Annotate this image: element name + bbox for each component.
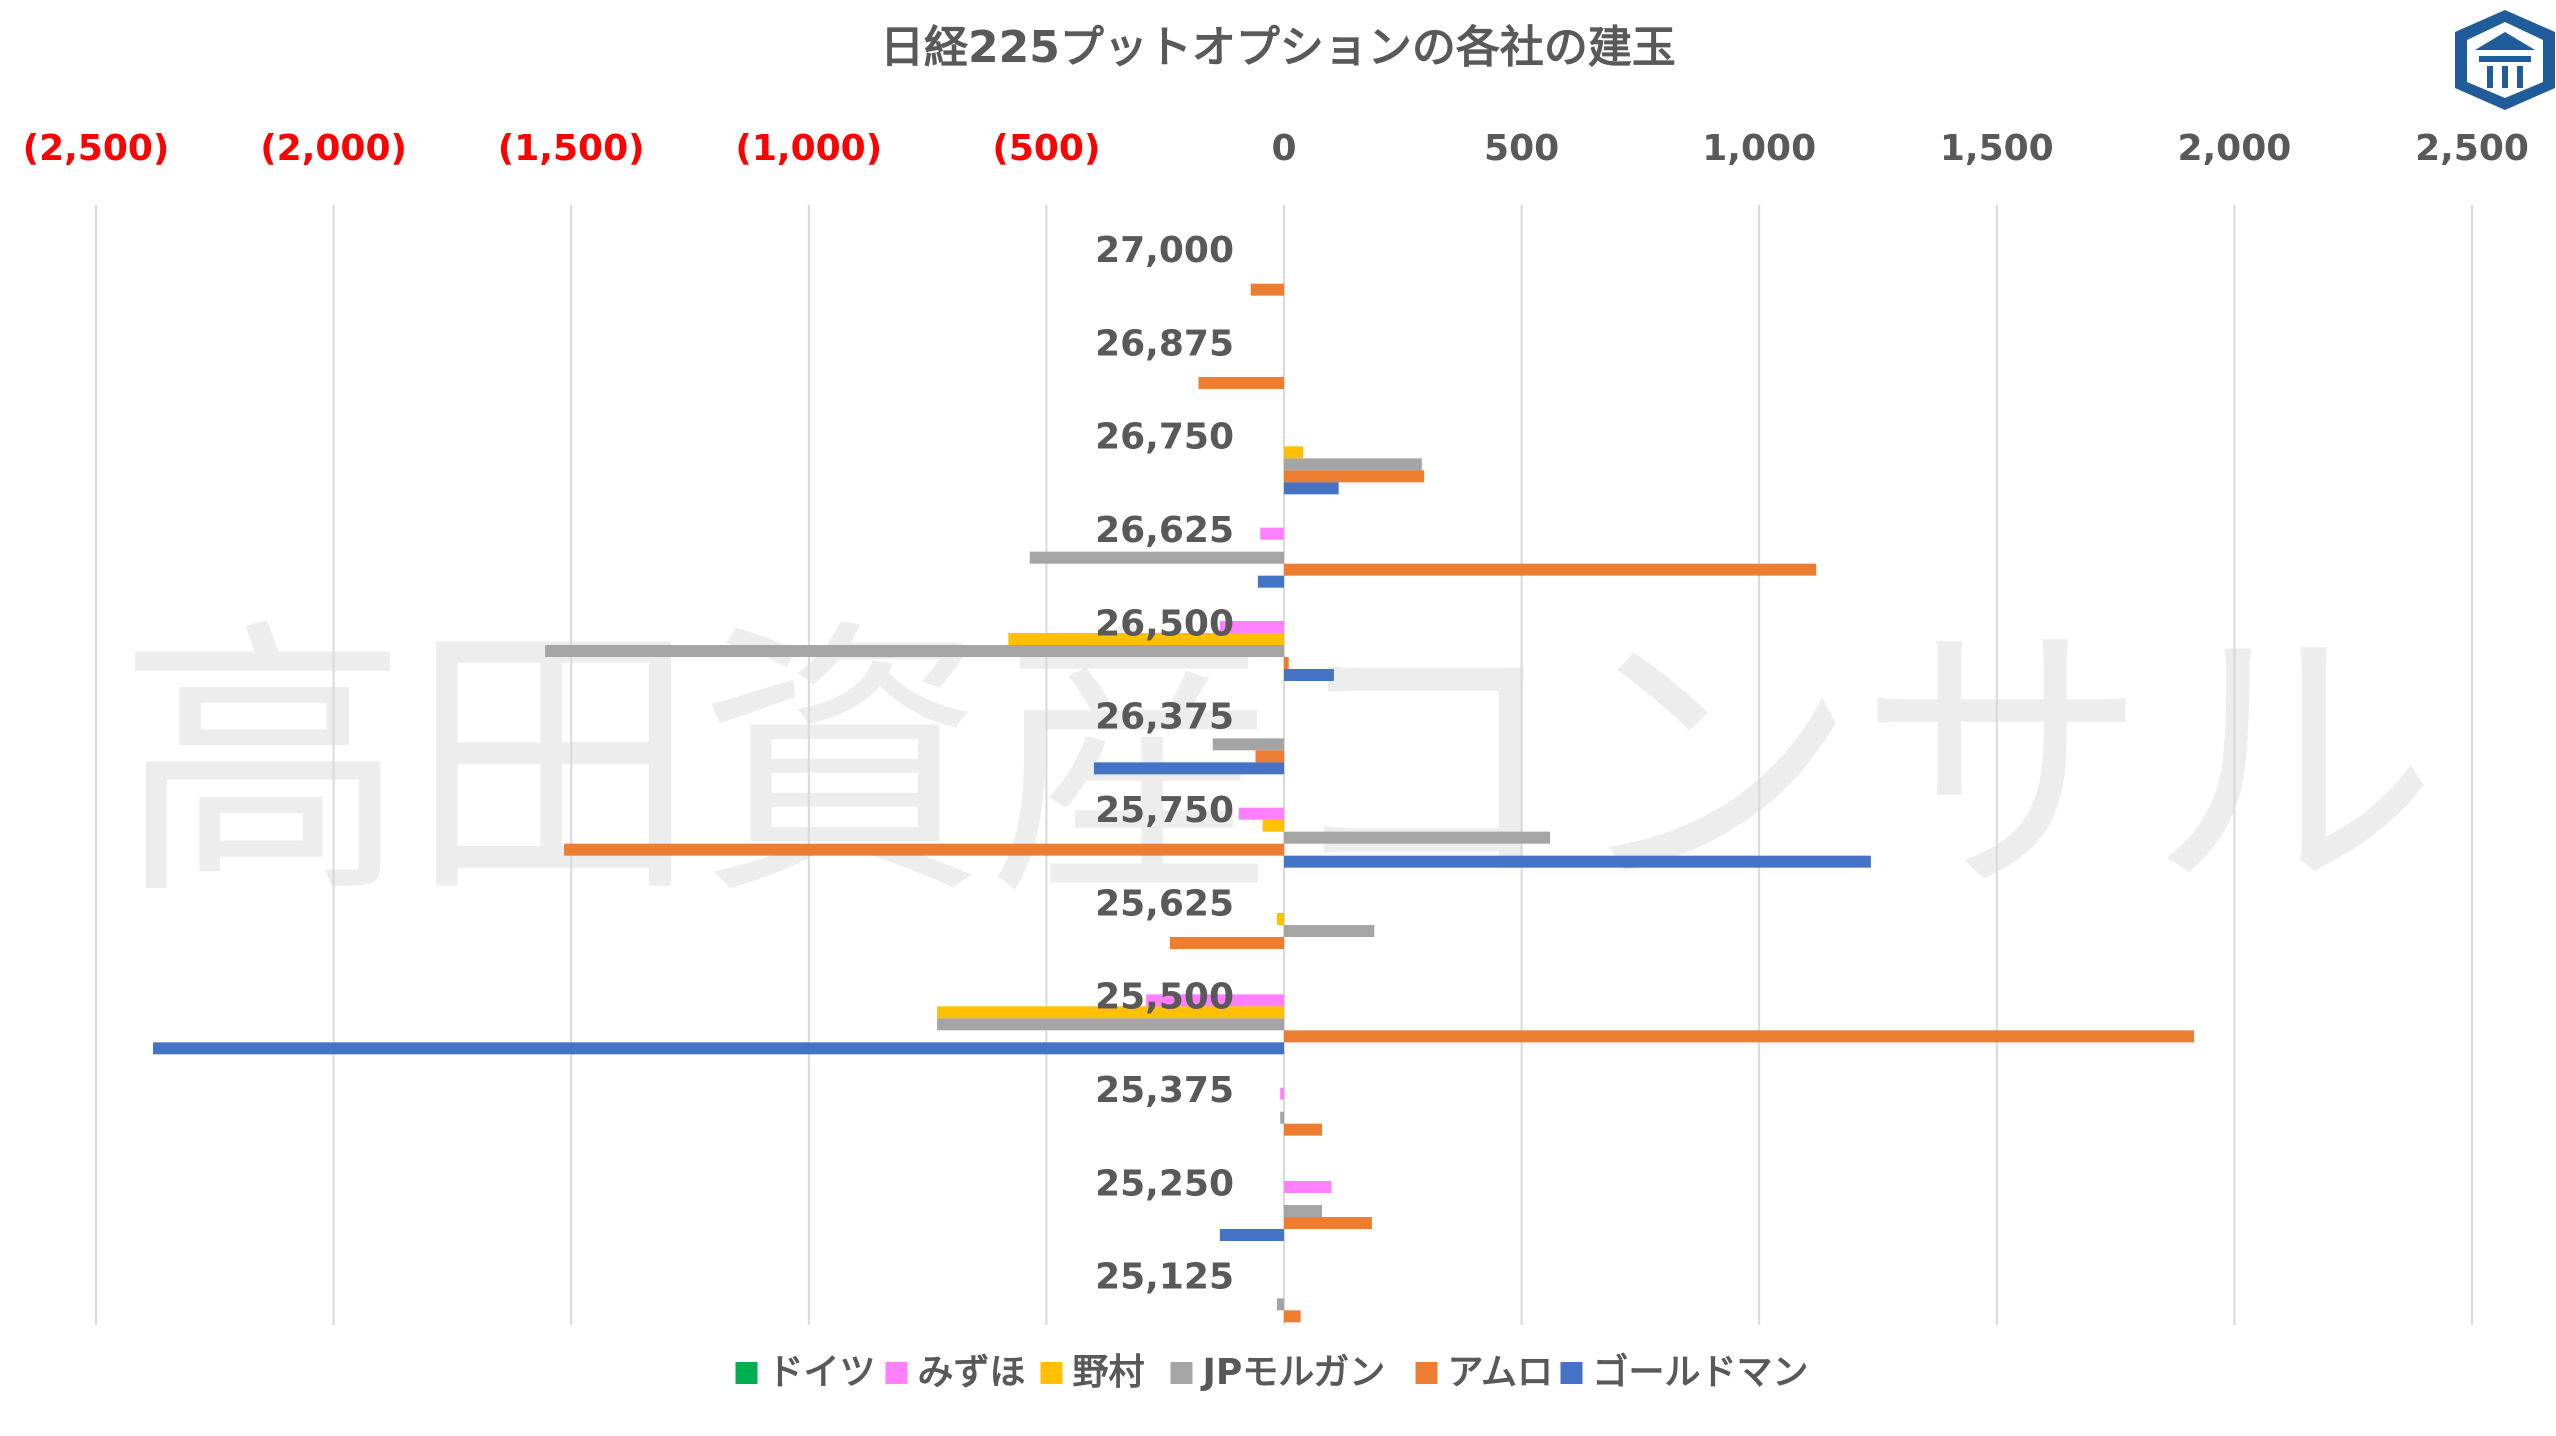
category-label: 25,125 <box>1095 1257 1234 1298</box>
legend-swatch <box>885 1362 908 1384</box>
legend-label: JPモルガン <box>1200 1352 1386 1393</box>
bar-JPモルガン-26,625 <box>1029 551 1284 564</box>
category-label: 25,625 <box>1095 883 1234 924</box>
x-tick-label: 500 <box>1484 128 1559 169</box>
x-tick-label: 1,000 <box>1702 128 1816 169</box>
category-label: 26,875 <box>1095 323 1234 364</box>
bar-野村-25,625 <box>1276 913 1284 925</box>
category-label: 25,375 <box>1095 1070 1234 1111</box>
bar-ゴールドマン-25,250 <box>1219 1229 1284 1241</box>
bar-アムロ-25,625 <box>1169 937 1284 949</box>
x-tick-label: (1,000) <box>735 128 882 169</box>
bar-ゴールドマン-25,750 <box>1284 855 1871 868</box>
bar-JPモルガン-26,375 <box>1212 738 1284 751</box>
legend-item-ゴールドマン: ゴールドマン <box>1560 1351 1809 1393</box>
bar-ゴールドマン-25,500 <box>153 1042 1284 1055</box>
bar-野村-26,750 <box>1284 446 1304 459</box>
bar-みずほ-26,625 <box>1260 527 1284 540</box>
bar-アムロ-25,375 <box>1284 1123 1323 1136</box>
legend-swatch <box>735 1362 758 1384</box>
bar-アムロ-26,500 <box>1284 657 1289 669</box>
bar-アムロ-26,750 <box>1284 470 1425 483</box>
category-label: 27,000 <box>1095 230 1234 271</box>
bar-ゴールドマン-26,625 <box>1257 575 1284 588</box>
x-tick-label: 2,000 <box>2177 128 2291 169</box>
legend-item-野村: 野村 <box>1040 1352 1145 1393</box>
bar-野村-25,500 <box>937 1006 1284 1019</box>
legend-item-アムロ: アムロ <box>1415 1352 1553 1393</box>
company-logo-icon <box>2455 10 2555 110</box>
bar-JPモルガン-25,625 <box>1284 925 1375 937</box>
legend-label: アムロ <box>1448 1352 1553 1393</box>
x-tick-label: 1,500 <box>1940 128 2054 169</box>
bar-みずほ-25,375 <box>1280 1087 1284 1100</box>
x-tick-label: (1,500) <box>498 128 645 169</box>
bar-アムロ-25,500 <box>1284 1030 2195 1043</box>
legend-swatch <box>1040 1362 1063 1384</box>
bar-ゴールドマン-26,750 <box>1284 482 1339 495</box>
bar-みずほ-25,250 <box>1284 1181 1332 1193</box>
bar-アムロ-26,375 <box>1255 750 1284 763</box>
bar-ゴールドマン-26,375 <box>1093 762 1284 775</box>
bar-JPモルガン-25,500 <box>937 1018 1284 1031</box>
gridlines <box>95 205 2473 1325</box>
bar-みずほ-25,750 <box>1238 807 1284 820</box>
legend-swatch <box>1415 1362 1438 1384</box>
bar-ゴールドマン-26,500 <box>1284 669 1334 681</box>
legend-label: みずほ <box>918 1352 1026 1393</box>
bar-アムロ-25,750 <box>564 843 1284 856</box>
bars <box>153 283 2195 1323</box>
legend-label: 野村 <box>1073 1352 1145 1393</box>
bar-アムロ-27,000 <box>1250 283 1284 296</box>
bar-JPモルガン-25,250 <box>1284 1205 1323 1217</box>
x-tick-label: (2,000) <box>260 128 407 169</box>
bar-みずほ-26,500 <box>1219 621 1284 633</box>
bar-みずほ-25,500 <box>1146 994 1284 1007</box>
bar-アムロ-26,875 <box>1198 377 1284 389</box>
bar-JPモルガン-25,375 <box>1280 1111 1284 1124</box>
x-tick-label: 2,500 <box>2415 128 2529 169</box>
bar-アムロ-25,125 <box>1284 1310 1301 1323</box>
bar-野村-26,500 <box>1008 633 1284 645</box>
bar-JPモルガン-26,750 <box>1284 458 1422 471</box>
category-labels: 27,000 26,875 26,750 26,625 26,500 26,375 25,7… <box>1095 230 1234 1298</box>
bar-JPモルガン-25,750 <box>1284 831 1551 844</box>
legend-item-JPモルガン: JPモルガン <box>1170 1352 1386 1393</box>
bar-アムロ-26,625 <box>1284 563 1817 576</box>
legend: ドイツ みずほ 野村 JPモルガン アムロ ゴールドマン <box>735 1351 1809 1393</box>
category-label: 25,250 <box>1095 1163 1234 1204</box>
category-label: 25,500 <box>1095 977 1234 1018</box>
legend-item-みずほ: みずほ <box>885 1352 1026 1393</box>
x-tick-label: (2,500) <box>23 128 170 169</box>
category-label: 25,750 <box>1095 790 1234 831</box>
legend-label: ドイツ <box>768 1352 876 1393</box>
legend-label: ゴールドマン <box>1593 1351 1809 1393</box>
bar-アムロ-25,250 <box>1284 1217 1372 1229</box>
bar-JPモルガン-25,125 <box>1276 1298 1284 1311</box>
legend-swatch <box>1560 1362 1583 1384</box>
x-axis-tick-labels: (2,500) (2,000) (1,500) (1,000) (500) 0 500 1,0… <box>23 128 2529 169</box>
category-label: 26,750 <box>1095 417 1234 458</box>
legend-item-ドイツ: ドイツ <box>735 1352 876 1393</box>
x-tick-label: 0 <box>1271 128 1296 169</box>
bar-JPモルガン-26,500 <box>545 645 1284 657</box>
category-label: 26,500 <box>1095 603 1234 644</box>
x-tick-label: (500) <box>992 128 1100 169</box>
category-label: 26,375 <box>1095 697 1234 738</box>
legend-swatch <box>1170 1362 1193 1384</box>
category-label: 26,625 <box>1095 510 1234 551</box>
chart-title: 日経225プットオプションの各社の建玉 <box>880 22 1676 73</box>
bar-野村-25,750 <box>1262 819 1284 832</box>
